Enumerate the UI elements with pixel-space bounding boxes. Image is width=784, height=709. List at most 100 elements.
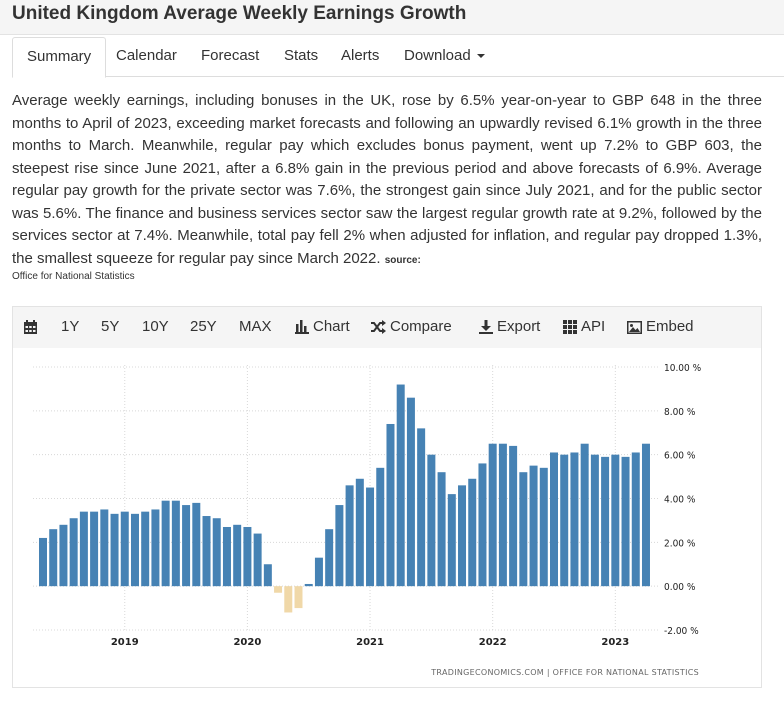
bar-2018-10[interactable]	[90, 511, 99, 587]
embed-button[interactable]: Embed	[627, 307, 694, 347]
api-button[interactable]: API	[563, 307, 605, 347]
bar-2019-05[interactable]	[161, 500, 170, 587]
chart-credit: TRADINGECONOMICS.COM | OFFICE FOR NATION…	[430, 668, 699, 677]
bar-2018-08[interactable]	[69, 518, 78, 587]
bar-2021-11[interactable]	[468, 478, 477, 587]
tab-forecast[interactable]: Forecast	[187, 37, 273, 77]
bar-2019-10[interactable]	[212, 518, 221, 587]
export-label: Export	[497, 318, 541, 335]
bar-2020-01[interactable]	[243, 526, 252, 587]
bar-2021-09[interactable]	[447, 494, 456, 587]
bar-2021-07[interactable]	[427, 454, 436, 587]
bar-2022-01[interactable]	[488, 443, 497, 587]
bar-2018-07[interactable]	[59, 524, 68, 587]
bar-2022-09[interactable]	[570, 452, 579, 587]
bar-2019-08[interactable]	[192, 502, 201, 587]
bar-2022-06[interactable]	[539, 467, 548, 587]
bar-2021-04[interactable]	[396, 384, 405, 587]
tab-alerts[interactable]: Alerts	[327, 37, 393, 77]
calendar-picker-button[interactable]	[23, 307, 42, 347]
bar-2021-10[interactable]	[458, 485, 467, 587]
range-25y-button[interactable]: 25Y	[190, 318, 217, 335]
bar-2018-06[interactable]	[49, 529, 58, 587]
bar-chart-icon	[295, 320, 309, 335]
tab-calendar-label: Calendar	[116, 47, 177, 64]
chart-toolbar: 1Y 5Y 10Y 25Y MAX Chart Compare Export A…	[12, 306, 762, 348]
image-icon	[627, 320, 642, 334]
bar-2022-10[interactable]	[580, 443, 589, 587]
bar-2021-05[interactable]	[406, 397, 415, 587]
bar-2019-07[interactable]	[182, 505, 191, 587]
x-tick-label: 2019	[111, 637, 139, 648]
earnings-growth-chart[interactable]: 10.00 % 8.00 % 6.00 % 4.00 % 2.00 % 0.00 % -2.…	[13, 348, 763, 688]
bar-2020-05[interactable]	[284, 586, 293, 613]
bar-2022-02[interactable]	[498, 443, 507, 587]
range-max-button[interactable]: MAX	[239, 318, 272, 335]
bar-2020-07[interactable]	[304, 583, 313, 587]
bar-2021-01[interactable]	[366, 487, 375, 587]
tab-forecast-label: Forecast	[201, 47, 260, 64]
bar-2022-12[interactable]	[601, 456, 610, 587]
bar-2020-03[interactable]	[263, 564, 272, 587]
tab-stats[interactable]: Stats	[270, 37, 332, 77]
y-tick-label: 6.00 %	[664, 451, 696, 462]
bar-2022-04[interactable]	[519, 472, 528, 587]
chart-gridlines	[33, 365, 658, 631]
bar-2020-08[interactable]	[314, 557, 323, 587]
tab-alerts-label: Alerts	[341, 47, 380, 64]
bar-2021-08[interactable]	[437, 472, 446, 587]
bar-2021-06[interactable]	[417, 428, 426, 587]
bar-2019-01[interactable]	[120, 511, 129, 587]
source-label: source:	[384, 254, 421, 266]
bar-2023-04[interactable]	[641, 443, 650, 587]
bar-2022-03[interactable]	[509, 445, 518, 587]
summary-text: Average weekly earnings, including bonus…	[12, 90, 762, 284]
bar-2019-06[interactable]	[171, 500, 180, 587]
download-icon	[479, 320, 493, 335]
x-tick-label: 2023	[601, 637, 629, 648]
bar-2018-11[interactable]	[100, 509, 109, 587]
range-1y-button[interactable]: 1Y	[61, 318, 80, 335]
bar-2020-11[interactable]	[345, 485, 354, 587]
bar-2021-03[interactable]	[386, 423, 395, 587]
tab-calendar[interactable]: Calendar	[102, 37, 191, 77]
bar-2020-06[interactable]	[294, 586, 303, 609]
y-tick-label: 4.00 %	[664, 495, 696, 506]
tab-summary-label: Summary	[27, 48, 92, 65]
title-bar: United Kingdom Average Weekly Earnings G…	[0, 0, 784, 35]
compare-button[interactable]: Compare	[370, 307, 452, 347]
y-tick-label: 2.00 %	[664, 538, 696, 549]
bar-2022-05[interactable]	[529, 465, 538, 587]
bar-2022-08[interactable]	[560, 454, 569, 587]
bar-2018-09[interactable]	[79, 511, 88, 587]
bar-2021-12[interactable]	[478, 463, 487, 587]
bar-2018-12[interactable]	[110, 513, 119, 587]
bar-2019-03[interactable]	[141, 511, 150, 587]
bar-2020-04[interactable]	[274, 586, 283, 593]
tab-download[interactable]: Download	[390, 37, 499, 77]
bar-2019-12[interactable]	[233, 524, 242, 587]
range-5y-button[interactable]: 5Y	[101, 318, 120, 335]
y-tick-label: -2.00 %	[664, 626, 699, 637]
bar-2019-11[interactable]	[222, 526, 231, 587]
bar-2020-12[interactable]	[355, 478, 364, 587]
range-10y-button[interactable]: 10Y	[142, 318, 169, 335]
bar-2023-01[interactable]	[611, 454, 620, 587]
bar-2020-10[interactable]	[335, 505, 344, 587]
bar-2018-05[interactable]	[39, 537, 47, 587]
bar-2019-02[interactable]	[130, 513, 139, 587]
export-button[interactable]: Export	[479, 307, 540, 347]
api-label: API	[581, 318, 606, 335]
bar-2020-02[interactable]	[253, 533, 262, 587]
embed-label: Embed	[646, 318, 694, 335]
tab-summary[interactable]: Summary	[12, 37, 107, 78]
bar-2020-09[interactable]	[325, 529, 334, 587]
chart-type-button[interactable]: Chart	[295, 307, 350, 347]
bar-2023-02[interactable]	[621, 456, 630, 587]
bar-2022-11[interactable]	[590, 454, 599, 587]
bar-2021-02[interactable]	[376, 467, 385, 587]
bar-2019-09[interactable]	[202, 516, 211, 587]
bar-2019-04[interactable]	[151, 509, 160, 587]
bar-2023-03[interactable]	[631, 452, 640, 587]
bar-2022-07[interactable]	[550, 452, 558, 587]
